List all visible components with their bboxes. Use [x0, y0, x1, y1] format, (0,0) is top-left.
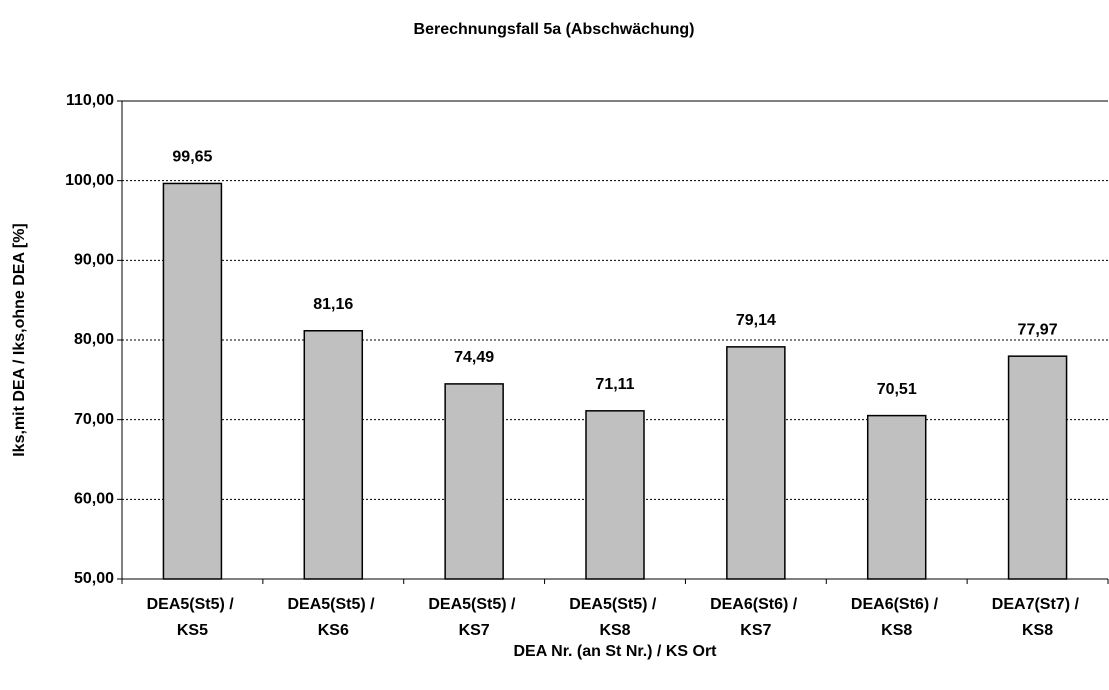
- bar: [444, 383, 504, 580]
- y-tick-label: 60,00: [74, 491, 114, 508]
- x-tick-label: DEA7(St7) / KS8: [992, 596, 1084, 639]
- y-tick-label: 90,00: [74, 252, 114, 269]
- value-label: 71,11: [595, 376, 634, 393]
- y-axis-label: Iks,mit DEA / Iks,ohne DEA [%]: [11, 223, 28, 457]
- value-label: 70,51: [877, 381, 917, 398]
- bar: [866, 414, 927, 580]
- x-tick-label: DEA5(St5) / KS7: [428, 596, 520, 639]
- value-label: 99,65: [172, 149, 212, 166]
- chart-title: Berechnungsfall 5a (Abschwächung): [414, 21, 695, 38]
- x-tick-label: DEA6(St6) / KS7: [710, 596, 802, 639]
- value-label: 81,16: [313, 296, 353, 313]
- value-label: 74,49: [454, 349, 494, 366]
- x-tick-label: DEA6(St6) / KS8: [851, 596, 943, 639]
- x-axis-label: DEA Nr. (an St Nr.) / KS Ort: [514, 643, 718, 660]
- bar: [585, 410, 645, 580]
- x-tick-label: DEA5(St5) / KS6: [287, 596, 379, 639]
- value-label: 79,14: [736, 312, 776, 329]
- y-tick-label: 50,00: [74, 570, 114, 587]
- y-tick-label: 110,00: [66, 92, 114, 109]
- bar: [303, 330, 364, 580]
- bar: [1007, 355, 1068, 580]
- value-label: 77,97: [1018, 321, 1058, 338]
- y-tick-label: 80,00: [74, 331, 114, 348]
- x-tick-label: DEA5(St5) / KS5: [147, 596, 239, 639]
- bar: [162, 182, 223, 580]
- y-tick-label: 70,00: [74, 411, 114, 428]
- x-tick-label: DEA5(St5) / KS8: [569, 596, 661, 639]
- bar: [726, 346, 786, 580]
- y-tick-label: 100,00: [65, 172, 114, 189]
